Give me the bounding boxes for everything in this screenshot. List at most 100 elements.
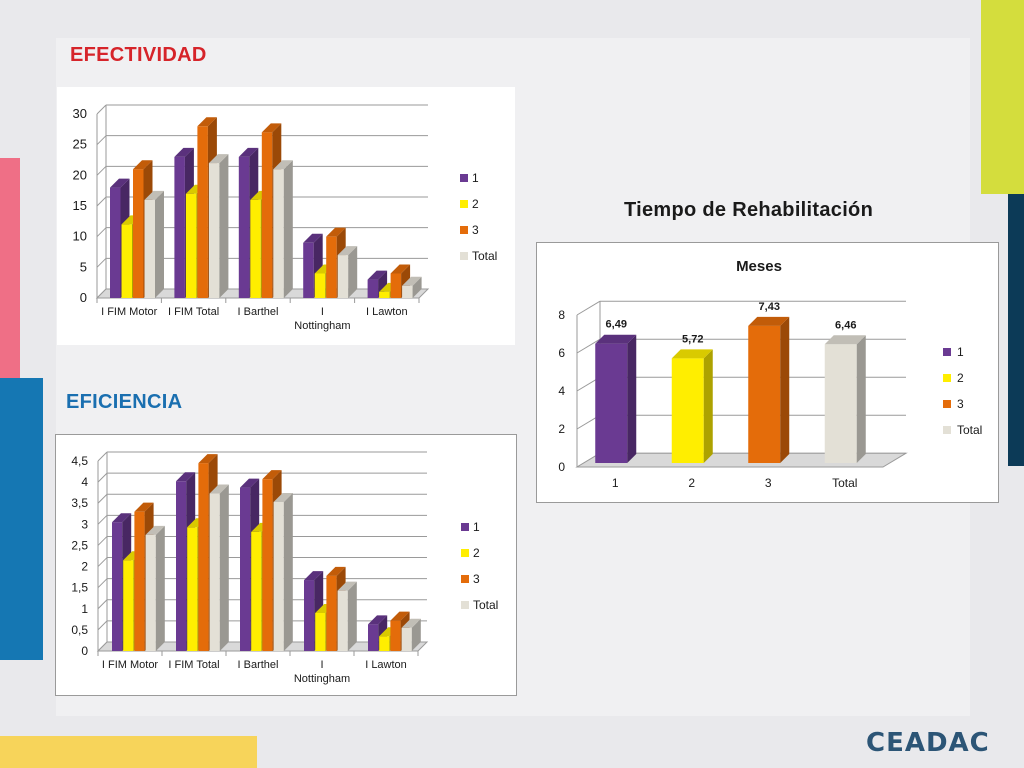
bar-series-4-cat-2-top	[208, 154, 229, 164]
legend-swatch	[461, 549, 469, 557]
legend-swatch	[460, 252, 468, 260]
legend-label: 1	[957, 345, 964, 359]
chart-floor	[575, 452, 908, 468]
legend-swatch	[461, 523, 469, 531]
bar-series-3-cat-4-front	[326, 236, 337, 298]
bar-series-1-cat-2-top	[176, 472, 196, 482]
y-tick-label: 2	[558, 422, 565, 436]
legend-label: 3	[473, 572, 480, 586]
bar-series-4-cat-3-side	[283, 160, 293, 298]
legend-swatch	[461, 601, 469, 609]
gridline-diagonal	[96, 257, 107, 268]
heading-efectividad: EFECTIVIDAD	[70, 44, 207, 66]
data-label: 6,46	[835, 319, 856, 331]
x-category-label: I FIM Total	[168, 659, 219, 671]
y-tick-label: 4	[558, 384, 565, 398]
bar-series-4-cat-4-front	[337, 590, 348, 651]
bar-series-2-cat-4-front	[315, 613, 326, 651]
x-category-label: I Barthel	[238, 306, 279, 318]
bar-total	[824, 335, 866, 463]
gridline-diagonal	[97, 557, 108, 567]
x-category-label: I Lawton	[365, 659, 407, 671]
heading-eficiencia: EFICIENCIA	[66, 391, 183, 413]
bar-series-1-cat-4-top	[304, 571, 324, 581]
gridline-diagonal	[96, 135, 107, 146]
legend-label: 1	[473, 520, 480, 534]
bar-series-2-cat-5-front	[379, 291, 390, 298]
y-tick-label: 8	[558, 308, 565, 322]
bar-series-3-cat-3-top	[262, 470, 282, 480]
gridline-diagonal	[97, 472, 108, 483]
bar-1-side	[627, 334, 637, 463]
bar-series-3-cat-3-front	[261, 132, 273, 298]
bar-series-3-cat-2-top	[197, 117, 217, 127]
y-tick-label: 1,5	[71, 581, 88, 595]
gridline-diagonal	[97, 493, 108, 504]
bar-series-4-cat-1-top	[144, 190, 164, 200]
bar-series-3-cat-3-front	[262, 479, 273, 651]
legend-swatch	[943, 374, 951, 382]
bar-total-front	[824, 344, 857, 463]
bar-series-4-cat-3	[273, 160, 293, 298]
bar-series-4-cat-4-top	[337, 246, 358, 256]
legend-swatch	[943, 400, 951, 408]
chart-meses-svg: Meses 0 2 4 6 8 1 6,49 2 5,72 3 7,43 Total 6,46 1 2 3 Tot…	[558, 258, 982, 490]
y-tick-label: 30	[73, 106, 87, 121]
y-tick-label: 1	[81, 602, 88, 616]
chart-eficiencia-svg: 0 0,5 1 1,5 2 2,5 3 3,5 4 4,5 I FIM Motor I FIM Tot…	[71, 451, 498, 685]
legend-label: 2	[473, 546, 480, 560]
bar-series-4-cat-4	[337, 581, 357, 651]
bar-series-3-cat-4-front	[326, 575, 337, 651]
bar-series-4-cat-5-front	[401, 627, 412, 651]
bar-series-3-cat-2-front	[197, 126, 208, 298]
bar-series-1-cat-4-front	[304, 580, 315, 651]
bar-series-3-cat-1-top	[134, 502, 154, 512]
heading-tiempo-rehabilitacion: Tiempo de Rehabilitación	[624, 199, 874, 221]
bar-series-1-cat-4-front	[303, 242, 314, 298]
bar-series-4-cat-1-side	[155, 525, 165, 651]
bar-series-1-cat-1-front	[110, 187, 121, 298]
bar-series-4-cat-4-side	[347, 581, 357, 651]
gridline-diagonal	[576, 338, 601, 354]
bar-series-1-cat-5-top	[367, 270, 388, 280]
y-tick-label: 0,5	[71, 623, 88, 637]
chart-efectividad-svg: 0 5 10 15 20 25 30 I FIM Motor I FIM Total I Bart…	[73, 104, 497, 332]
bar-series-2-cat-3-front	[251, 531, 262, 651]
legend-label: 2	[472, 197, 479, 211]
bar-series-4-cat-1	[145, 525, 165, 651]
bar-series-3-cat-2-front	[198, 463, 209, 651]
bar-series-3-cat-1-top	[133, 160, 153, 170]
legend-swatch	[460, 174, 468, 182]
chart-meses: Meses 0 2 4 6 8 1 6,49 2 5,72 3 7,43 Total 6,46 1 2 3 Tot…	[536, 242, 999, 503]
bar-series-2-cat-2-front	[187, 527, 198, 651]
gridline-diagonal	[96, 104, 107, 115]
bar-series-1-cat-4-top	[303, 233, 323, 243]
y-tick-label: 10	[73, 229, 87, 244]
y-tick-label: 2	[81, 560, 88, 574]
bar-3-front	[748, 325, 781, 463]
bar-3-side	[780, 316, 790, 463]
bar-series-4-cat-5-front	[402, 285, 413, 298]
bar-3	[748, 316, 790, 463]
bar-series-4-cat-1-top	[145, 525, 165, 535]
y-tick-label: 0	[80, 290, 87, 305]
bar-series-3-cat-1-front	[134, 511, 145, 651]
bar-series-4-cat-2	[208, 154, 229, 298]
y-tick-label: 2,5	[71, 538, 88, 552]
bar-series-3-cat-5-top	[390, 611, 410, 621]
bar-2-front	[671, 358, 704, 463]
data-label: 6,49	[606, 319, 627, 331]
legend-swatch	[460, 200, 468, 208]
x-category-label: I	[320, 659, 323, 671]
legend-swatch	[460, 226, 468, 234]
y-tick-label: 4,5	[71, 454, 88, 468]
legend-label: 3	[472, 223, 479, 237]
legend-swatch	[943, 348, 951, 356]
bar-series-3-cat-3-top	[261, 123, 282, 133]
bar-series-1-cat-2-front	[176, 481, 187, 651]
bar-series-3-cat-1-front	[133, 169, 144, 298]
bar-series-1-cat-3-top	[238, 147, 259, 157]
bar-series-4-cat-5	[402, 276, 422, 298]
y-tick-label: 5	[80, 259, 87, 274]
y-tick-label: 15	[73, 198, 87, 213]
